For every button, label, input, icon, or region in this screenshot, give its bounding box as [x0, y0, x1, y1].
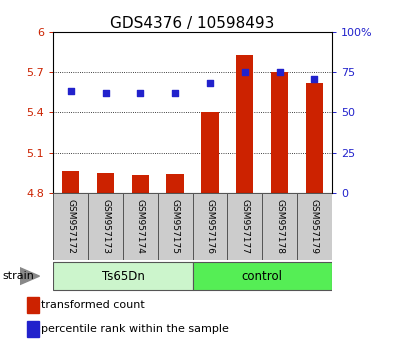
Text: GSM957173: GSM957173 — [101, 199, 110, 254]
Point — [242, 69, 248, 75]
Point — [137, 90, 143, 96]
Text: control: control — [242, 270, 283, 282]
Bar — [123, 193, 158, 260]
Bar — [271, 72, 288, 193]
Point — [68, 88, 74, 94]
Text: GSM957175: GSM957175 — [171, 199, 180, 254]
Point — [276, 69, 283, 75]
Bar — [228, 193, 262, 260]
Bar — [88, 193, 123, 260]
Bar — [297, 193, 332, 260]
Text: transformed count: transformed count — [41, 300, 145, 310]
Bar — [97, 173, 114, 193]
Bar — [53, 262, 193, 290]
Text: percentile rank within the sample: percentile rank within the sample — [41, 324, 229, 334]
Bar — [27, 297, 39, 313]
Bar — [262, 193, 297, 260]
Title: GDS4376 / 10598493: GDS4376 / 10598493 — [110, 16, 275, 31]
Bar — [53, 193, 88, 260]
Polygon shape — [20, 268, 40, 285]
Bar — [193, 193, 228, 260]
Text: Ts65Dn: Ts65Dn — [102, 270, 145, 282]
Text: GSM957178: GSM957178 — [275, 199, 284, 254]
Bar — [201, 112, 219, 193]
Bar — [158, 193, 193, 260]
Point — [311, 76, 318, 81]
Text: GSM957172: GSM957172 — [66, 199, 75, 254]
Text: strain: strain — [2, 271, 34, 281]
Text: GSM957177: GSM957177 — [240, 199, 249, 254]
Bar — [132, 176, 149, 193]
Bar — [236, 55, 254, 193]
Bar — [306, 83, 323, 193]
Text: GSM957174: GSM957174 — [136, 199, 145, 254]
Bar — [27, 321, 39, 337]
Point — [207, 81, 213, 86]
Bar — [166, 174, 184, 193]
Point — [102, 90, 109, 96]
Point — [172, 90, 178, 96]
Text: GSM957176: GSM957176 — [205, 199, 214, 254]
Bar — [193, 262, 332, 290]
Bar — [62, 171, 79, 193]
Text: GSM957179: GSM957179 — [310, 199, 319, 254]
